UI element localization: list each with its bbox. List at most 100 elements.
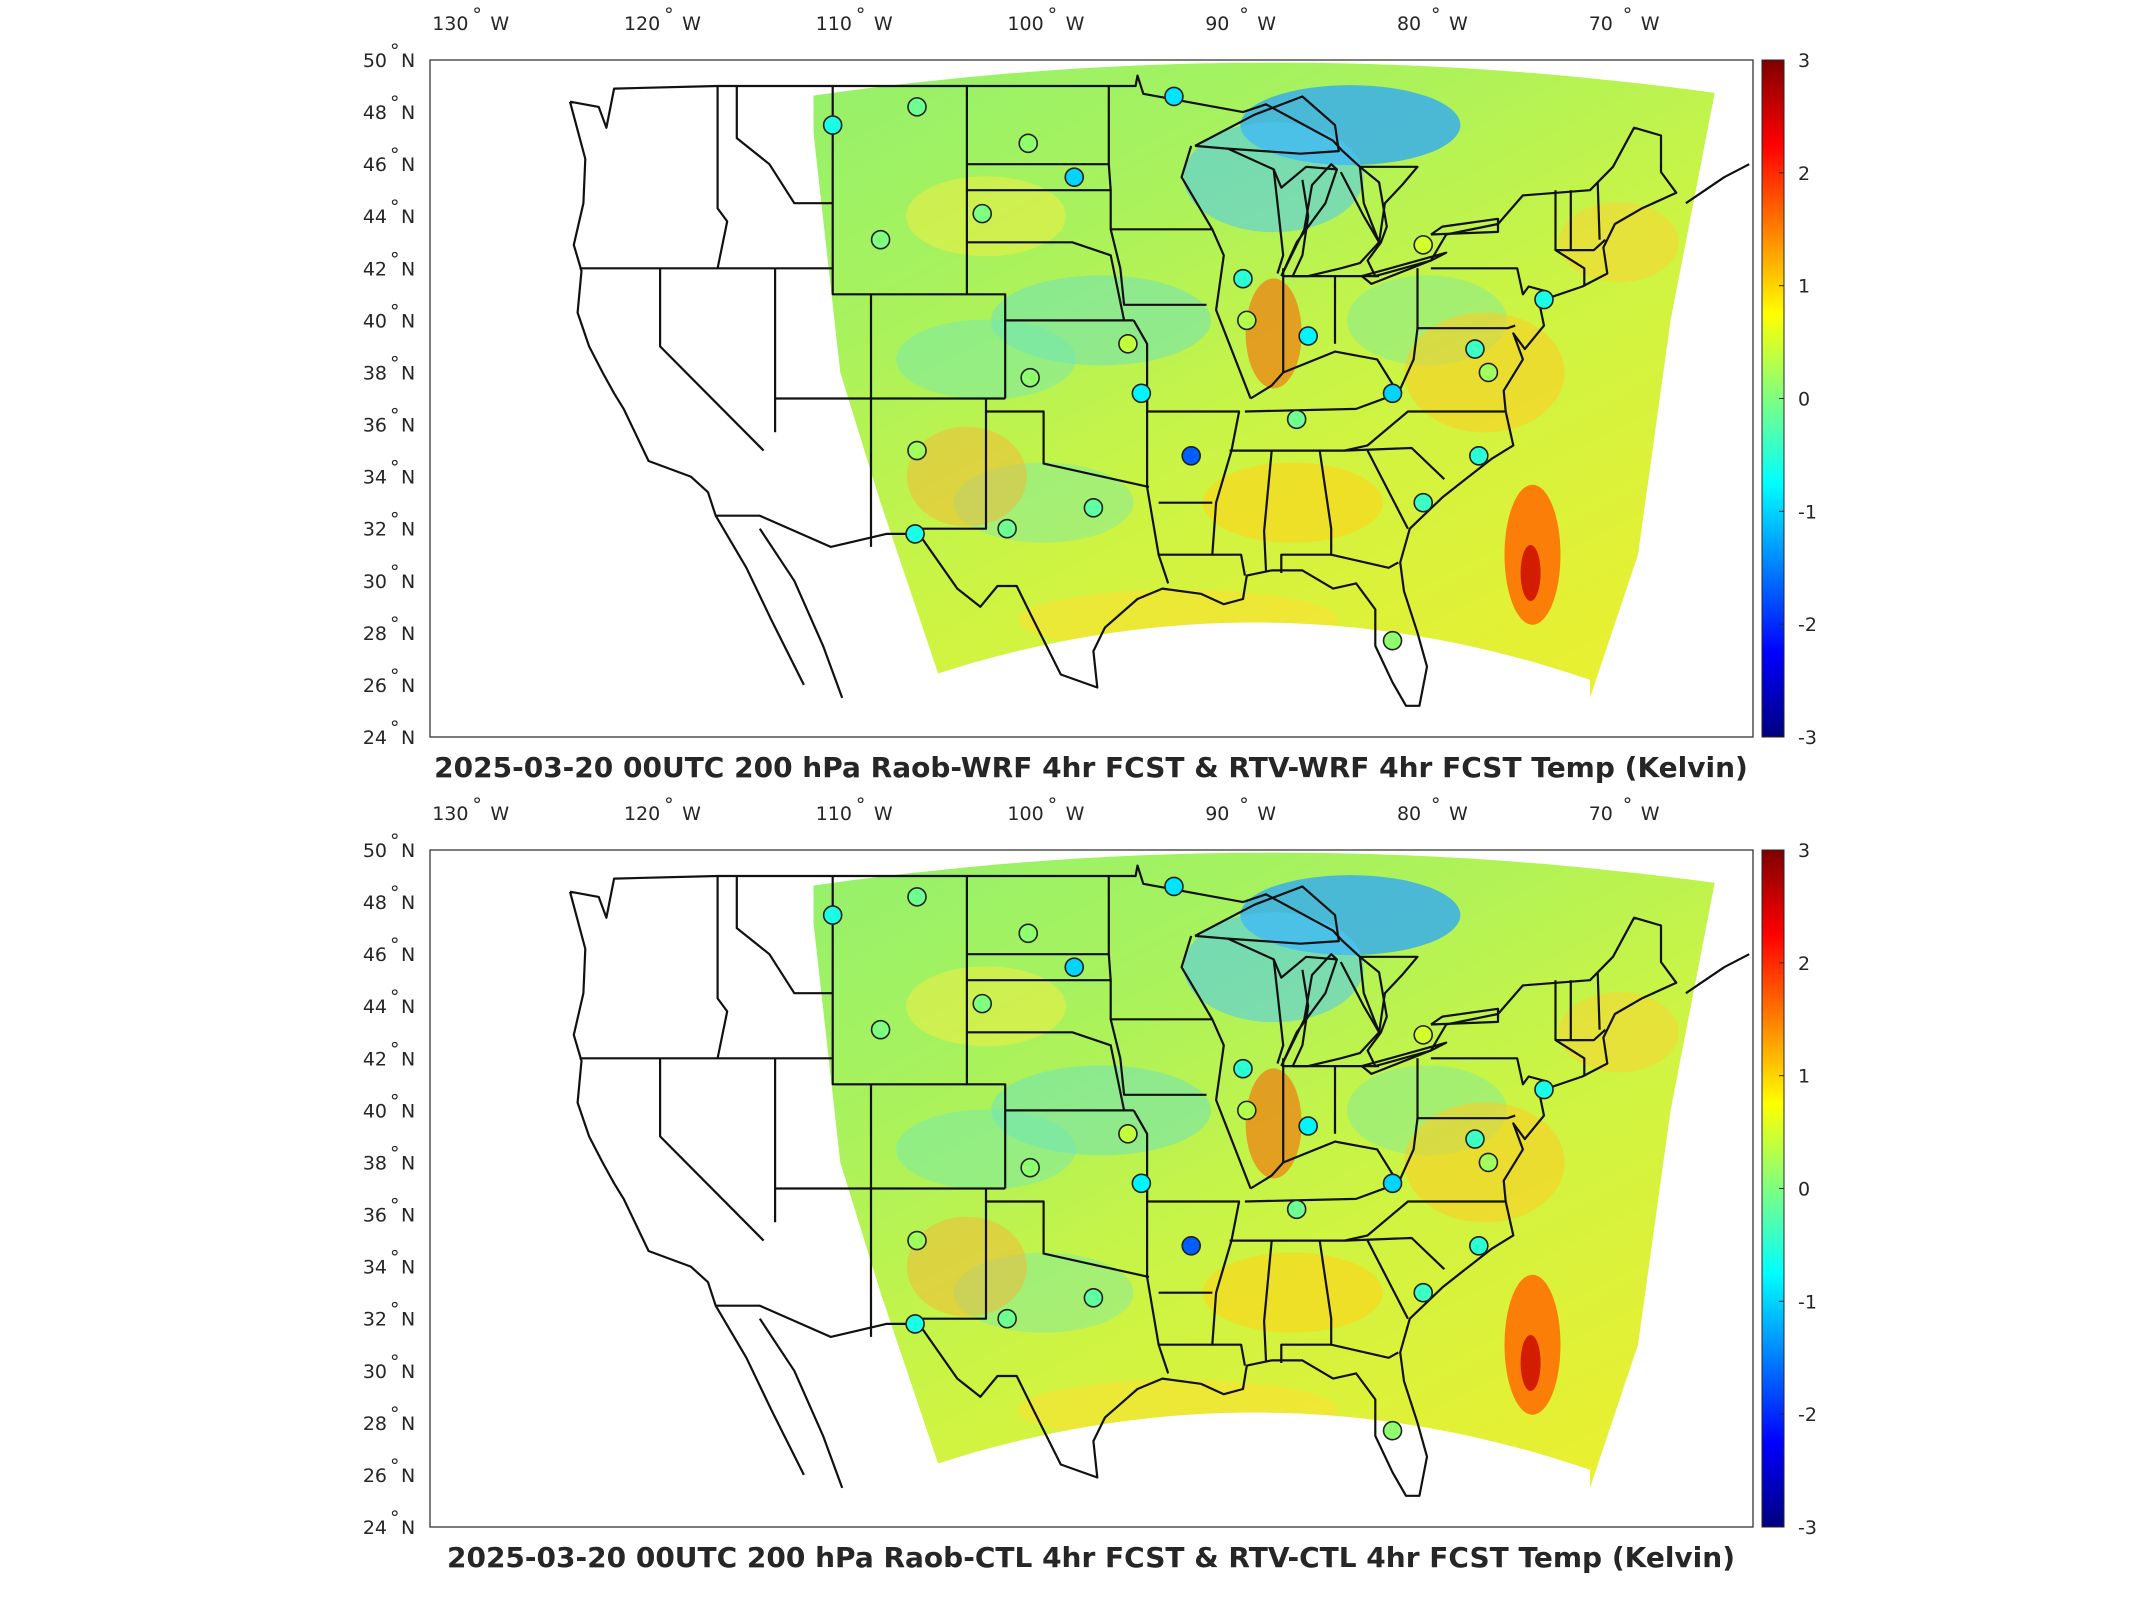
state-border — [1262, 1240, 1273, 1361]
latitude-tick-label: 36 ° N — [363, 405, 415, 437]
latitude-tick-label: 26 ° N — [363, 665, 415, 697]
latitude-tick-label: 30 ° N — [363, 1351, 415, 1383]
svg-text:26: 26 — [363, 1465, 387, 1487]
state-border — [1344, 446, 1446, 480]
raob-station-marker — [1286, 1199, 1307, 1220]
latitude-tick-label: 28 ° N — [363, 613, 415, 645]
raob-station-marker — [1164, 876, 1184, 897]
raob-station-marker — [1118, 1124, 1138, 1144]
raob-station-marker — [997, 518, 1017, 539]
colorbar-tick-label: -1 — [1798, 1291, 1817, 1313]
svg-text:80: 80 — [1397, 803, 1421, 825]
svg-text:°: ° — [390, 830, 400, 852]
longitude-tick-label: 120 ° W — [624, 4, 701, 35]
svg-text:70: 70 — [1589, 803, 1613, 825]
svg-text:28: 28 — [363, 623, 387, 645]
colorbar-tick-label: 1 — [1798, 276, 1810, 298]
svg-text:38: 38 — [363, 362, 387, 384]
state-border — [1596, 972, 1601, 1030]
svg-text:42: 42 — [363, 258, 387, 280]
state-border — [1397, 268, 1419, 394]
longitude-tick-label: 110 ° W — [816, 794, 893, 825]
latitude-tick-label: 40 ° N — [363, 1090, 415, 1122]
svg-text:80: 80 — [1397, 13, 1421, 35]
svg-text:°: ° — [390, 248, 400, 270]
svg-text:34: 34 — [363, 467, 387, 489]
state-border — [1554, 190, 1586, 287]
state-border — [986, 1200, 1150, 1279]
svg-text:°: ° — [1431, 4, 1441, 26]
longitude-tick-label: 100 ° W — [1007, 4, 1084, 35]
svg-text:W: W — [1641, 13, 1660, 35]
latitude-tick-label: 38 ° N — [363, 352, 415, 384]
svg-text:W: W — [1066, 13, 1085, 35]
svg-text:N: N — [401, 675, 415, 697]
svg-text:W: W — [1449, 803, 1468, 825]
svg-text:W: W — [682, 803, 701, 825]
state-border — [1229, 1200, 1506, 1242]
svg-text:N: N — [401, 310, 415, 332]
svg-text:110: 110 — [816, 803, 852, 825]
state-border — [1109, 229, 1207, 306]
latitude-tick-label: 50 ° N — [363, 830, 415, 862]
state-border — [1554, 980, 1586, 1077]
raob-station-marker — [1298, 326, 1318, 346]
longitude-tick-label: 130 ° W — [432, 4, 509, 35]
latitude-tick-label: 36 ° N — [363, 1195, 415, 1227]
temperature-difference-field — [813, 852, 1715, 1488]
svg-text:48: 48 — [363, 102, 387, 124]
latitude-tick-label: 42 ° N — [363, 1038, 415, 1070]
svg-text:N: N — [401, 623, 415, 645]
state-border — [1330, 553, 1399, 569]
latitude-tick-label: 50 ° N — [363, 40, 415, 72]
svg-text:50: 50 — [363, 840, 387, 862]
state-border — [966, 241, 1126, 321]
raob-station-marker — [1413, 492, 1434, 513]
state-border — [1145, 1188, 1170, 1374]
raob-station-marker — [1382, 630, 1403, 651]
longitude-tick-label: 130 ° W — [432, 794, 509, 825]
svg-text:46: 46 — [363, 154, 387, 176]
svg-text:100: 100 — [1007, 803, 1043, 825]
raob-station-marker — [972, 203, 993, 224]
latitude-tick-label: 28 ° N — [363, 1403, 415, 1435]
state-border — [831, 1058, 1007, 1189]
raob-station-marker — [1382, 383, 1403, 404]
svg-text:N: N — [401, 1257, 415, 1279]
svg-text:N: N — [401, 258, 415, 280]
state-border — [579, 876, 834, 1060]
svg-text:°: ° — [390, 561, 400, 583]
svg-text:100: 100 — [1007, 13, 1043, 35]
svg-text:30: 30 — [363, 1361, 387, 1383]
state-border — [1596, 182, 1601, 240]
svg-text:°: ° — [390, 1455, 400, 1477]
svg-text:N: N — [401, 1100, 415, 1122]
longitude-tick-label: 90 ° W — [1205, 794, 1276, 825]
raob-station-marker — [1413, 1025, 1434, 1045]
svg-text:°: ° — [390, 665, 400, 687]
state-border — [1107, 876, 1213, 1021]
raob-station-marker — [1237, 1100, 1257, 1121]
svg-text:50: 50 — [363, 50, 387, 72]
raob-station-marker — [822, 115, 843, 135]
raob-stations — [822, 86, 1554, 651]
colorbar-tick-label: -3 — [1798, 1517, 1817, 1539]
raob-station-marker — [1478, 1152, 1499, 1173]
panel-bottom: 130 ° W 120 ° W 110 ° W 100 ° W 90 ° W 80 ° W 70 ° W 50 ° N 48 ° N… — [0, 790, 2133, 1600]
svg-text:N: N — [401, 571, 415, 593]
latitude-tick-label: 26 ° N — [363, 1455, 415, 1487]
svg-text:°: ° — [856, 4, 866, 26]
raob-station-marker — [1118, 334, 1138, 354]
svg-text:130: 130 — [432, 13, 468, 35]
svg-text:°: ° — [472, 4, 482, 26]
state-border — [1227, 937, 1337, 979]
temperature-difference-field — [813, 62, 1715, 698]
svg-text:°: ° — [390, 1403, 400, 1425]
raob-station-marker — [1298, 1116, 1318, 1136]
raob-station-marker — [1534, 289, 1554, 310]
raob-station-marker — [972, 993, 993, 1014]
great-lake-shore — [1361, 1041, 1448, 1075]
svg-text:120: 120 — [624, 13, 660, 35]
svg-text:W: W — [1449, 13, 1468, 35]
state-border — [735, 876, 833, 995]
